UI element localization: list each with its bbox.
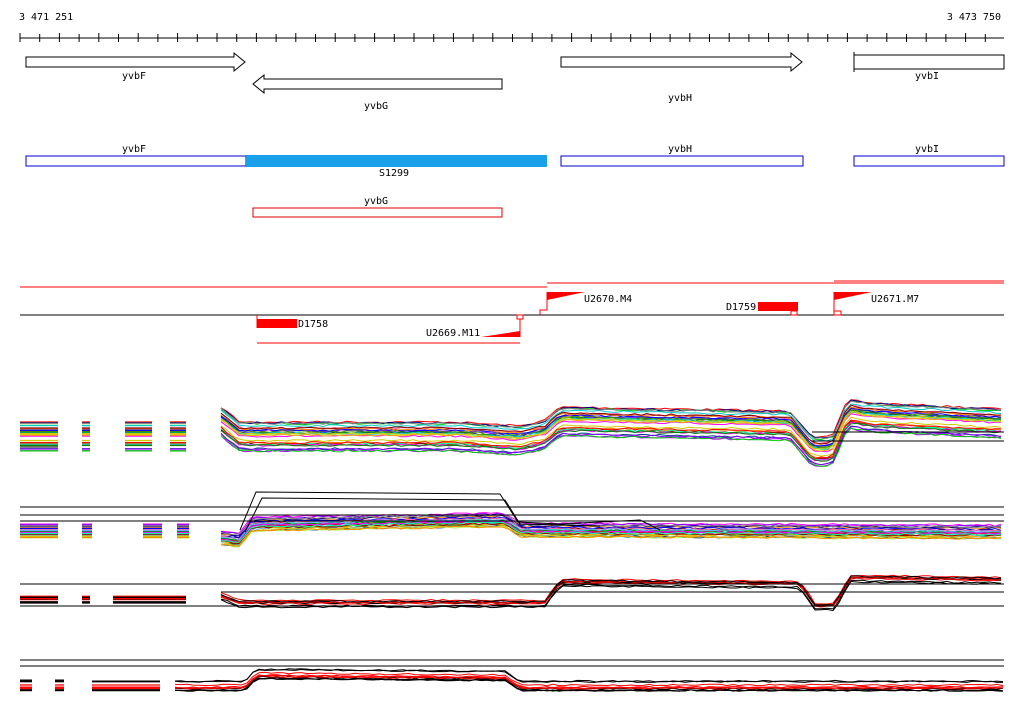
transcription-track: D1758 U2669.M11 U2670.M4 D1759 U2671.M7 (20, 280, 1004, 344)
segment-label-U2669-M11: U2669.M11 (426, 328, 480, 339)
expression-trace (220, 404, 1002, 445)
expression-trace (220, 411, 1002, 452)
expression-trace (220, 426, 1002, 466)
expression-trace (220, 422, 1002, 462)
segment-label-U2671-M7: U2671.M7 (871, 294, 919, 305)
annotation-label-yvbG-reverse: yvbG (364, 196, 388, 207)
ruler-end-label: 3 473 750 (946, 12, 1001, 23)
ruler-start-label: 3 471 251 (19, 12, 74, 23)
segment-D1759[interactable]: D1759 (726, 302, 798, 316)
expression-trace (220, 419, 1001, 460)
expression-trace (174, 677, 1004, 692)
expression-trace (220, 575, 1002, 606)
expression-trace (174, 671, 1004, 687)
segment-label-D1759: D1759 (726, 302, 756, 313)
expression-trace (220, 406, 1002, 445)
gene-label-yvbH: yvbH (668, 93, 692, 104)
expression-panel-4 (20, 659, 1004, 692)
expression-trace (220, 518, 1002, 541)
expression-trace (174, 674, 1004, 689)
expression-trace (220, 523, 1002, 544)
expression-trace (220, 521, 1002, 543)
expression-trace (220, 525, 1002, 547)
annotation-box-yvbF[interactable]: yvbF (25, 144, 247, 167)
expression-trace (220, 577, 1002, 608)
segment-label-U2670-M4: U2670.M4 (584, 294, 632, 305)
expression-trace (220, 409, 1002, 448)
annotation-label-yvbF: yvbF (122, 144, 146, 155)
annotation-label-yvbH: yvbH (668, 144, 692, 155)
expression-trace-highlight (239, 491, 661, 531)
expression-trace (220, 524, 1002, 547)
annotation-label-S1299: S1299 (379, 168, 409, 179)
expression-panel-2 (20, 491, 1004, 548)
expression-trace (220, 514, 1002, 536)
expression-trace (220, 407, 1002, 447)
gene-label-yvbG: yvbG (364, 101, 388, 112)
expression-trace (174, 668, 1004, 683)
gene-label-yvbF: yvbF (122, 71, 146, 82)
segment-U2671-M7[interactable]: U2671.M7 (833, 292, 919, 316)
expression-trace (220, 416, 1002, 457)
expression-trace (220, 400, 1002, 440)
expression-trace (220, 576, 1002, 607)
annotation-box-S1299[interactable]: S1299 (246, 155, 547, 179)
expression-panel-3 (20, 574, 1004, 612)
gene-track: yvbF yvbG yvbH yvbI (25, 51, 1005, 112)
expression-trace (220, 516, 1002, 539)
segment-D1758[interactable]: D1758 (256, 315, 328, 330)
gene-arrow-yvbH[interactable]: yvbH (560, 51, 803, 104)
expression-trace-highlight (244, 497, 601, 533)
annotation-box-yvbG-reverse[interactable]: yvbG (252, 196, 503, 218)
expression-panel-1 (20, 399, 1004, 468)
segment-label-D1758: D1758 (298, 319, 328, 330)
gene-label-yvbI: yvbI (915, 71, 939, 82)
gene-arrow-yvbG[interactable]: yvbG (252, 73, 503, 112)
expression-trace (220, 403, 1002, 442)
expression-trace (220, 410, 1002, 450)
segment-U2670-M4[interactable]: U2670.M4 (539, 292, 632, 315)
expression-trace (220, 579, 1002, 610)
segment-U2669-M11[interactable]: U2669.M11 (426, 314, 524, 339)
annotation-label-yvbI: yvbI (915, 144, 939, 155)
coordinate-ruler (19, 33, 1004, 42)
expression-trace (174, 675, 1003, 690)
annotation-track: yvbF S1299 yvbH yvbI yvbG (25, 144, 1005, 218)
gene-arrow-yvbI[interactable]: yvbI (853, 52, 1005, 82)
annotation-box-yvbH[interactable]: yvbH (560, 144, 804, 167)
ruler-ticks (19, 33, 986, 42)
gene-arrow-yvbF[interactable]: yvbF (25, 51, 246, 82)
annotation-box-yvbI[interactable]: yvbI (853, 144, 1005, 167)
expression-trace (220, 427, 1002, 468)
